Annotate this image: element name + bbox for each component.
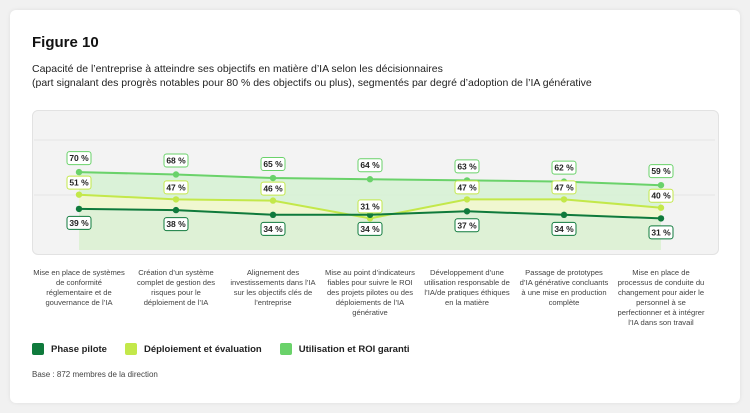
data-point-deploiement — [172, 196, 180, 203]
data-label-deploiement: 31 % — [360, 201, 380, 211]
data-point-utilisation — [269, 174, 277, 182]
data-label-utilisation-box — [163, 153, 189, 168]
data-label-utilisation-box — [454, 159, 480, 174]
data-label-deploiement: 51 % — [69, 178, 89, 188]
data-label-deploiement-box — [357, 199, 383, 214]
data-point-deploiement — [75, 191, 83, 198]
data-label-phase-pilote: 34 % — [360, 224, 380, 234]
data-label-utilisation: 68 % — [166, 155, 186, 165]
data-label-deploiement-box — [551, 180, 577, 195]
data-label-phase-pilote: 37 % — [457, 220, 477, 230]
data-label-deploiement: 40 % — [651, 191, 671, 201]
data-point-deploiement — [269, 197, 277, 204]
data-label-deploiement-box — [648, 188, 674, 203]
data-point-deploiement — [463, 196, 471, 203]
category-label: Création d’un système complet de gestion… — [136, 268, 216, 307]
data-label-deploiement: 46 % — [263, 184, 283, 194]
subtitle-line-2: (part signalant des progrès notables pou… — [32, 77, 592, 89]
chart-legend: Phase pilote Déploiement et évaluation U… — [32, 343, 428, 355]
data-label-deploiement-box — [163, 180, 189, 195]
subtitle-line-1: Capacité de l’entreprise à atteindre ses… — [32, 63, 443, 75]
data-label-phase-pilote-box — [260, 221, 286, 236]
data-label-utilisation-box — [357, 158, 383, 173]
data-point-utilisation — [75, 168, 83, 176]
data-label-deploiement-box — [66, 175, 92, 190]
legend-item-phase-pilote: Phase pilote — [32, 343, 107, 355]
data-point-phase-pilote — [560, 211, 568, 219]
category-label: Passage de prototypes d’IA générative co… — [519, 268, 609, 307]
legend-label: Utilisation et ROI garanti — [298, 343, 410, 355]
data-point-deploiement — [560, 196, 568, 203]
figure-title: Figure 10 — [32, 34, 99, 51]
category-label: Mise au point d’indicateurs fiables pour… — [325, 268, 415, 317]
data-label-deploiement-box — [260, 181, 286, 196]
data-point-utilisation — [366, 176, 374, 183]
data-label-phase-pilote-box — [648, 225, 674, 240]
data-label-deploiement: 47 % — [166, 182, 186, 192]
data-label-phase-pilote: 38 % — [166, 219, 186, 229]
data-point-phase-pilote — [463, 208, 471, 215]
data-label-phase-pilote-box — [163, 217, 189, 232]
data-point-phase-pilote — [172, 206, 180, 214]
data-label-deploiement-box — [454, 180, 480, 195]
category-label: Mise en place de systèmes de conformité … — [33, 268, 125, 307]
legend-swatch — [32, 343, 44, 355]
data-label-phase-pilote-box — [66, 215, 92, 230]
legend-swatch — [279, 343, 292, 355]
data-label-phase-pilote: 31 % — [651, 227, 671, 237]
data-label-phase-pilote-box — [551, 221, 577, 236]
data-point-utilisation — [657, 181, 665, 189]
data-label-utilisation: 62 % — [554, 163, 574, 173]
data-label-deploiement: 47 % — [554, 182, 574, 192]
legend-item-deploiement: Déploiement et évaluation — [124, 343, 262, 355]
category-label: Mise en place de processus de conduite d… — [617, 268, 705, 327]
base-note: Base : 872 membres de la direction — [32, 370, 158, 379]
legend-label: Phase pilote — [51, 343, 107, 355]
data-label-utilisation: 59 % — [651, 166, 671, 176]
data-label-phase-pilote-box — [454, 218, 480, 233]
category-label: Alignement des investissements dans l’IA… — [230, 268, 316, 307]
data-point-phase-pilote — [75, 205, 83, 213]
data-label-utilisation-box — [551, 160, 577, 175]
data-label-phase-pilote: 34 % — [554, 224, 574, 234]
data-label-utilisation: 65 % — [263, 159, 283, 169]
legend-item-utilisation: Utilisation et ROI garanti — [279, 343, 410, 355]
data-label-utilisation: 70 % — [69, 153, 89, 163]
data-point-phase-pilote — [657, 215, 665, 222]
data-label-utilisation-box — [66, 151, 92, 166]
data-label-deploiement: 47 % — [457, 182, 477, 192]
data-point-deploiement — [657, 204, 665, 211]
data-label-utilisation-box — [260, 157, 286, 172]
data-label-phase-pilote: 39 % — [69, 218, 89, 228]
data-point-utilisation — [172, 171, 180, 178]
chart-subtitle: Capacité de l’entreprise à atteindre ses… — [32, 62, 712, 90]
data-label-utilisation: 64 % — [360, 160, 380, 170]
data-point-phase-pilote — [269, 211, 277, 219]
data-label-utilisation-box — [648, 164, 674, 179]
category-label: Développement d’une utilisation responsa… — [424, 268, 510, 307]
legend-swatch — [124, 343, 137, 355]
legend-label: Déploiement et évaluation — [143, 343, 262, 355]
data-label-phase-pilote: 34 % — [263, 224, 283, 234]
data-label-phase-pilote-box — [357, 221, 383, 236]
data-label-utilisation: 63 % — [457, 161, 477, 171]
